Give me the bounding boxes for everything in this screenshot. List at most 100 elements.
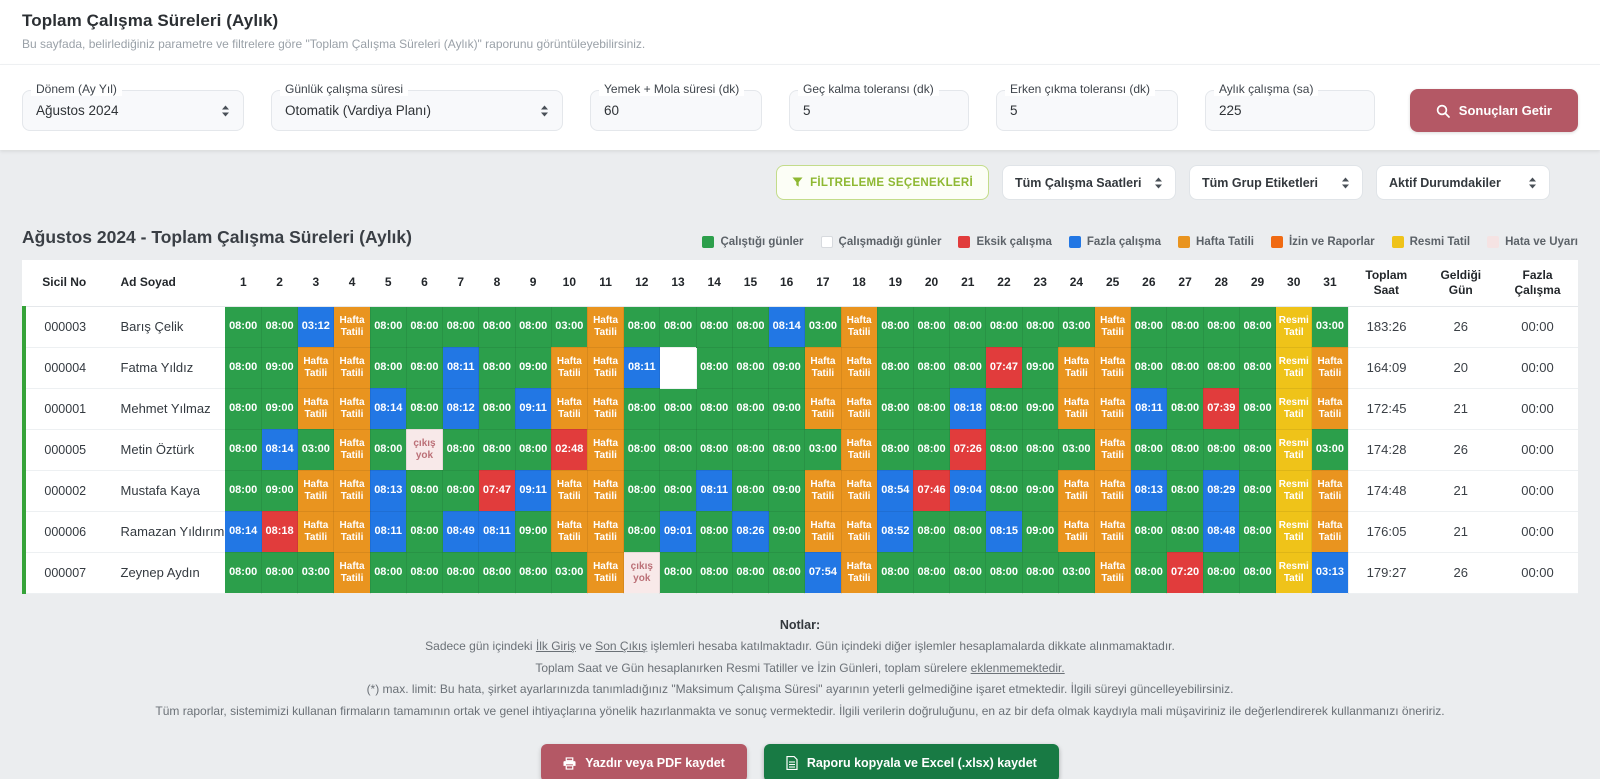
day-cell: 08:00 bbox=[370, 552, 407, 594]
day-cell: 08:00 bbox=[225, 388, 263, 430]
day-cell: Hafta Tatili bbox=[1311, 470, 1349, 512]
day-cell: 08:00 bbox=[515, 429, 552, 471]
day-cell: 03:00 bbox=[804, 306, 842, 348]
header-day-16: 16 bbox=[768, 260, 805, 307]
day-cell: 09:00 bbox=[261, 388, 299, 430]
excel-export-button[interactable]: Raporu kopyala ve Excel (.xlsx) kaydet bbox=[763, 744, 1059, 779]
work-hours-filter[interactable]: Tüm Çalışma Saatleri bbox=[1002, 165, 1176, 200]
day-cell: 08:11 bbox=[623, 347, 661, 389]
day-cell: 08:00 bbox=[1130, 511, 1168, 553]
header-day-4: 4 bbox=[333, 260, 371, 307]
day-cell: 03:00 bbox=[551, 306, 588, 348]
select-value: Tüm Çalışma Saatleri bbox=[1015, 175, 1142, 190]
legend-item: Eksik çalışma bbox=[958, 236, 1052, 248]
legend-swatch bbox=[1391, 236, 1404, 248]
day-cell: Hafta Tatili bbox=[841, 511, 878, 553]
day-cell: 02:48 bbox=[551, 429, 588, 471]
employee-id-cell: 000007 bbox=[22, 552, 105, 594]
total-hours-cell: 172:45 bbox=[1348, 388, 1425, 430]
day-cell: Hafta Tatili bbox=[297, 388, 335, 430]
day-cell: 08:00 bbox=[1022, 306, 1059, 348]
monthly-hours-input[interactable]: 225 bbox=[1205, 90, 1375, 131]
header-day-23: 23 bbox=[1022, 260, 1059, 307]
day-cell: 08:00 bbox=[696, 306, 733, 348]
day-cell: 08:00 bbox=[1239, 511, 1277, 553]
overtime-cell: 00:00 bbox=[1497, 306, 1578, 348]
day-cell: 08:11 bbox=[442, 347, 480, 389]
day-cell: Hafta Tatili bbox=[1058, 388, 1096, 430]
day-cell: Hafta Tatili bbox=[297, 470, 335, 512]
table-row: 000003 Barış Çelik 08:00 08:00 03:12 Hafta Ta… bbox=[22, 306, 1578, 348]
day-cell: 08:00 bbox=[1166, 347, 1204, 389]
header-day-15: 15 bbox=[732, 260, 769, 307]
day-cell: 08:00 bbox=[696, 347, 733, 389]
day-cell: Hafta Tatili bbox=[587, 347, 625, 389]
field-value: Ağustos 2024 bbox=[36, 103, 119, 118]
status-filter[interactable]: Aktif Durumdakiler bbox=[1376, 165, 1550, 200]
field-label: Yemek + Mola süresi (dk) bbox=[599, 82, 745, 96]
day-cell: 09:04 bbox=[949, 470, 987, 512]
day-cell: 08:00 bbox=[659, 388, 697, 430]
excel-export-label: Raporu kopyala ve Excel (.xlsx) kaydet bbox=[806, 756, 1037, 771]
note-segment: Sadece gün içindeki bbox=[425, 639, 536, 653]
day-cell: 08:15 bbox=[985, 511, 1023, 553]
field-value: 5 bbox=[1010, 103, 1018, 118]
note-line: Tüm raporlar, sistemimizi kullanan firma… bbox=[0, 701, 1600, 723]
day-cell: 08:00 bbox=[732, 552, 770, 594]
period-select[interactable]: Ağustos 2024 bbox=[22, 90, 244, 131]
header-day-21: 21 bbox=[949, 260, 986, 307]
day-cell: 08:00 bbox=[442, 552, 480, 594]
day-cell: 07:39 bbox=[1203, 388, 1240, 430]
day-cell: Hafta Tatili bbox=[587, 429, 625, 471]
day-cell: Hafta Tatili bbox=[1058, 347, 1096, 389]
day-cell: çıkış yok bbox=[623, 552, 661, 594]
page-subtitle: Bu sayfada, belirlediğiniz parametre ve … bbox=[22, 37, 646, 51]
legend-swatch bbox=[820, 236, 833, 248]
day-cell: 09:00 bbox=[1022, 347, 1059, 389]
day-cell: 08:00 bbox=[732, 306, 770, 348]
day-cell: 08:00 bbox=[949, 306, 987, 348]
meal-break-input[interactable]: 60 bbox=[590, 90, 762, 131]
day-cell: Hafta Tatili bbox=[804, 511, 842, 553]
days-present-cell: 26 bbox=[1424, 306, 1497, 348]
page-header: Toplam Çalışma Süreleri (Aylık) Bu sayfa… bbox=[0, 0, 1600, 64]
toolbar-row: FİLTRELEME SEÇENEKLERİ Tüm Çalışma Saatl… bbox=[0, 165, 1550, 200]
field-label: Günlük çalışma süresi bbox=[280, 82, 409, 96]
filter-options-button[interactable]: FİLTRELEME SEÇENEKLERİ bbox=[776, 165, 989, 200]
days-present-cell: 20 bbox=[1424, 347, 1497, 389]
day-cell: 08:00 bbox=[261, 306, 299, 348]
note-line: Toplam Saat ve Gün hesaplanırken Resmi T… bbox=[0, 658, 1600, 680]
day-cell: çıkış yok bbox=[406, 429, 444, 471]
day-cell: 08:00 bbox=[406, 388, 444, 430]
day-cell: 09:00 bbox=[261, 470, 299, 512]
day-cell: 08:00 bbox=[985, 552, 1023, 594]
group-tags-filter[interactable]: Tüm Grup Etiketleri bbox=[1189, 165, 1363, 200]
day-cell: Hafta Tatili bbox=[587, 511, 625, 553]
overtime-cell: 00:00 bbox=[1497, 388, 1578, 430]
day-cell: 08:00 bbox=[1166, 306, 1204, 348]
late-tolerance-input[interactable]: 5 bbox=[789, 90, 969, 131]
header-day-1: 1 bbox=[225, 260, 262, 307]
legend-item: İzin ve Raporlar bbox=[1270, 236, 1375, 248]
day-cell: 08:00 bbox=[732, 388, 770, 430]
legend-swatch bbox=[1270, 236, 1283, 248]
legend-label: Fazla çalışma bbox=[1086, 236, 1162, 248]
legend-item: Fazla çalışma bbox=[1068, 236, 1162, 248]
day-cell: 03:00 bbox=[1058, 429, 1096, 471]
day-cell: 08:00 bbox=[659, 306, 697, 348]
day-cell: Resmi Tatil bbox=[1275, 347, 1313, 389]
fetch-results-button[interactable]: Sonuçları Getir bbox=[1409, 89, 1578, 132]
employee-name-cell: Mehmet Yılmaz bbox=[104, 388, 226, 430]
header-day-19: 19 bbox=[877, 260, 914, 307]
employee-id-cell: 000006 bbox=[22, 511, 105, 553]
bottom-actions: Yazdır veya PDF kaydet Raporu kopyala ve… bbox=[0, 744, 1600, 779]
early-leave-tolerance-input[interactable]: 5 bbox=[996, 90, 1178, 131]
day-cell: 08:11 bbox=[696, 470, 733, 512]
day-cell: 09:11 bbox=[515, 388, 552, 430]
daily-duration-select[interactable]: Otomatik (Vardiya Planı) bbox=[271, 90, 563, 131]
day-cell: Hafta Tatili bbox=[841, 429, 878, 471]
day-cell: 08:00 bbox=[877, 388, 914, 430]
day-cell: 08:00 bbox=[442, 306, 480, 348]
print-pdf-button[interactable]: Yazdır veya PDF kaydet bbox=[541, 744, 747, 779]
employee-name-cell: Mustafa Kaya bbox=[104, 470, 226, 512]
